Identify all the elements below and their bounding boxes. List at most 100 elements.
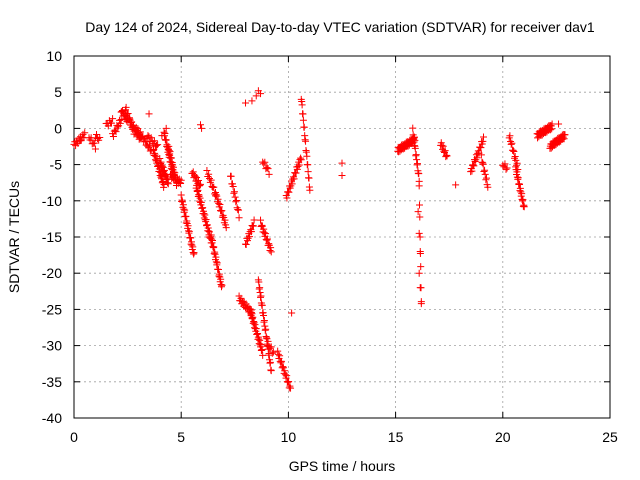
data-point (247, 228, 255, 236)
data-point (222, 224, 230, 232)
data-point (115, 116, 123, 124)
data-point (278, 357, 286, 365)
data-point (139, 132, 147, 140)
x-tick-label: 20 (495, 429, 511, 445)
data-point (210, 243, 218, 251)
data-point (287, 384, 295, 392)
data-point (414, 208, 422, 216)
data-point (248, 97, 256, 105)
data-point (177, 176, 185, 184)
data-point (158, 132, 166, 140)
data-point (153, 141, 161, 149)
data-point (508, 139, 516, 147)
data-point (162, 136, 170, 144)
data-point (299, 110, 307, 118)
data-point (264, 337, 272, 345)
data-point (216, 200, 224, 208)
data-point (118, 106, 126, 114)
data-point (470, 162, 478, 170)
data-point (519, 196, 527, 204)
y-tick-label: -15 (42, 229, 62, 245)
data-point (209, 237, 217, 245)
x-tick-label: 25 (602, 429, 618, 445)
data-point (298, 101, 306, 109)
x-axis-label: GPS time / hours (289, 458, 396, 474)
data-point (221, 216, 229, 224)
data-point (501, 160, 509, 168)
data-point (212, 191, 220, 199)
data-point (417, 300, 425, 308)
data-point (234, 205, 242, 213)
axis-ticks (73, 55, 611, 419)
data-point (294, 162, 302, 170)
data-point (510, 148, 518, 156)
data-point (262, 230, 270, 238)
data-point (416, 213, 424, 221)
data-point (76, 137, 84, 145)
data-point (266, 358, 274, 366)
data-point (181, 206, 189, 214)
data-point (255, 278, 263, 286)
data-point (292, 169, 300, 177)
data-point (229, 182, 237, 190)
data-points (70, 87, 569, 392)
data-point (304, 161, 312, 169)
data-point (411, 144, 419, 152)
data-point (79, 130, 87, 138)
data-point (177, 191, 185, 199)
data-point (481, 166, 489, 174)
data-point (250, 216, 258, 224)
data-point (164, 180, 172, 188)
data-point (109, 133, 117, 141)
x-tick-label: 5 (177, 429, 185, 445)
data-point (260, 225, 268, 233)
data-point (93, 130, 101, 138)
data-point (81, 129, 89, 137)
y-tick-label: -25 (42, 301, 62, 317)
data-point (191, 172, 199, 180)
data-point (249, 222, 257, 230)
data-point (483, 174, 491, 182)
data-point (122, 103, 130, 111)
data-point (479, 159, 487, 167)
chart-title: Day 124 of 2024, Sidereal Day-to-day VTE… (85, 19, 595, 35)
data-point (302, 137, 310, 145)
data-point (281, 367, 289, 375)
data-point (263, 164, 271, 172)
data-point (260, 229, 268, 237)
data-point (235, 214, 243, 222)
y-tick-label: -10 (42, 193, 62, 209)
data-point (265, 240, 273, 248)
data-point (150, 145, 158, 153)
data-point (202, 216, 210, 224)
data-point (196, 180, 204, 188)
data-point (290, 175, 298, 183)
data-point (416, 233, 424, 241)
data-point (257, 90, 265, 98)
data-point (477, 151, 485, 159)
data-point (268, 349, 276, 357)
data-point (230, 188, 238, 196)
data-point (415, 182, 423, 190)
data-point (477, 144, 485, 152)
data-point (112, 128, 120, 136)
data-point (263, 236, 271, 244)
data-point (215, 199, 223, 207)
data-point (284, 378, 292, 386)
data-point (136, 128, 144, 136)
data-point (416, 284, 424, 292)
data-point (506, 132, 514, 140)
data-point (338, 159, 346, 167)
data-point (452, 181, 460, 189)
data-point (511, 152, 519, 160)
data-point (297, 154, 305, 162)
data-point (279, 364, 287, 372)
data-point (196, 121, 204, 129)
data-point (484, 183, 492, 191)
y-tick-label: -20 (42, 265, 62, 281)
data-point (258, 221, 266, 229)
data-point (284, 188, 292, 196)
data-point (242, 99, 250, 107)
data-point (207, 176, 215, 184)
data-point (297, 156, 305, 164)
